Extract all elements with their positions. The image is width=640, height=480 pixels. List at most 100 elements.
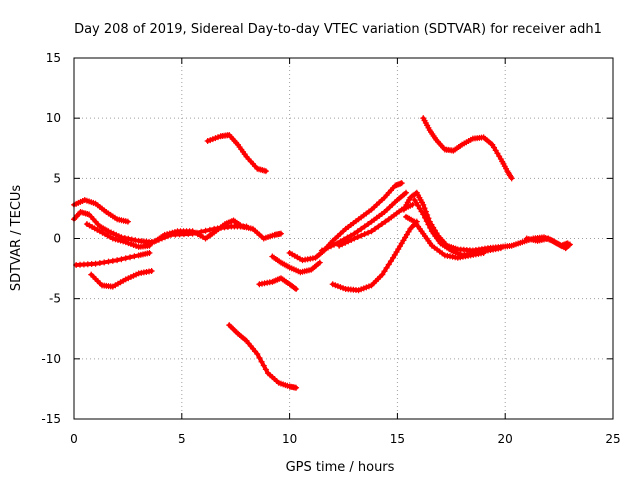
data-point <box>293 384 300 391</box>
data-point <box>361 231 368 238</box>
data-point <box>423 218 430 225</box>
data-point <box>148 267 155 274</box>
data-point <box>403 189 410 196</box>
data-point <box>277 230 284 237</box>
series-arc-10 <box>256 275 300 293</box>
data-point <box>365 221 372 228</box>
data-point <box>361 223 368 230</box>
data-point <box>358 232 365 239</box>
grid-lines <box>74 58 613 419</box>
series-arc-01 <box>71 196 131 225</box>
data-point <box>508 175 515 182</box>
data-point <box>198 228 205 235</box>
data-point <box>427 224 434 231</box>
data-point <box>155 236 162 243</box>
x-tick-label: 20 <box>498 432 513 446</box>
series-arc-13 <box>318 189 410 254</box>
data-point <box>368 228 375 235</box>
series-arc-11 <box>269 253 323 276</box>
data-point <box>146 249 153 256</box>
data-point <box>189 230 196 237</box>
data-point <box>345 238 352 245</box>
x-axis-title: GPS time / hours <box>286 460 395 475</box>
data-point <box>124 218 131 225</box>
y-tick-label: -10 <box>41 352 61 366</box>
data-point <box>409 201 416 208</box>
data-point <box>566 242 573 249</box>
data-point <box>351 235 358 242</box>
data-point <box>354 228 361 235</box>
data-point <box>354 234 361 241</box>
series-arc-06 <box>144 217 284 248</box>
data-point <box>425 221 432 228</box>
data-point <box>371 225 378 232</box>
data-point <box>202 227 209 234</box>
data-point <box>385 261 392 268</box>
data-point <box>262 366 269 373</box>
data-point <box>348 236 355 243</box>
data-point <box>293 286 300 293</box>
data-point <box>254 351 261 358</box>
data-point <box>258 358 265 365</box>
data-point <box>165 233 172 240</box>
data-point <box>421 214 428 221</box>
data-point <box>379 271 386 278</box>
data-point <box>96 260 103 267</box>
y-tick-label: 5 <box>53 171 61 185</box>
data-point <box>158 235 165 242</box>
data-point <box>342 239 349 246</box>
data-point <box>344 234 351 241</box>
y-tick-label: 10 <box>46 111 61 125</box>
data-point <box>321 246 328 253</box>
data-point <box>566 241 573 248</box>
data-point <box>92 260 99 267</box>
data-point <box>114 257 121 264</box>
data-point <box>398 180 405 187</box>
data-point <box>336 242 343 249</box>
x-tick-label: 0 <box>70 432 78 446</box>
data-point <box>497 245 504 252</box>
data-series <box>71 115 573 391</box>
data-point <box>381 268 388 275</box>
data-point <box>206 226 213 233</box>
chart-title: Day 208 of 2019, Sidereal Day-to-day VTE… <box>74 22 602 37</box>
axis-ticks: 0 5 10 15 20 25 -15 -10 -5 0 5 10 15 <box>41 51 620 446</box>
data-point <box>193 229 200 236</box>
series-arc-19 <box>420 115 515 182</box>
data-point <box>331 241 338 248</box>
data-point <box>122 255 129 262</box>
data-point <box>109 257 116 264</box>
x-tick-label: 5 <box>178 432 186 446</box>
series-arc-20 <box>523 235 573 252</box>
data-point <box>101 259 108 266</box>
data-point <box>327 243 334 250</box>
series-line <box>421 116 514 181</box>
data-point <box>127 254 134 261</box>
data-point <box>358 225 365 232</box>
data-point <box>243 223 250 230</box>
data-point <box>161 234 168 241</box>
data-point <box>375 223 382 230</box>
series-arc-18 <box>403 213 487 261</box>
data-point <box>118 256 125 263</box>
data-point <box>291 285 298 292</box>
data-point <box>132 237 139 244</box>
data-point <box>420 201 427 208</box>
series-arc-08 <box>204 132 269 175</box>
data-point <box>480 249 487 256</box>
data-point <box>152 237 159 244</box>
y-tick-label: -5 <box>49 292 61 306</box>
data-point <box>387 258 394 265</box>
data-point <box>316 259 323 266</box>
data-point <box>324 244 331 251</box>
data-point <box>105 258 112 265</box>
series-arc-05 <box>88 267 155 290</box>
data-point <box>365 229 372 236</box>
series-arc-07 <box>152 223 250 244</box>
y-tick-label: 15 <box>46 51 61 65</box>
data-point <box>420 211 427 218</box>
x-tick-label: 25 <box>605 432 620 446</box>
data-point <box>383 264 390 271</box>
y-axis-title: SDTVAR / TECUs <box>9 185 24 292</box>
